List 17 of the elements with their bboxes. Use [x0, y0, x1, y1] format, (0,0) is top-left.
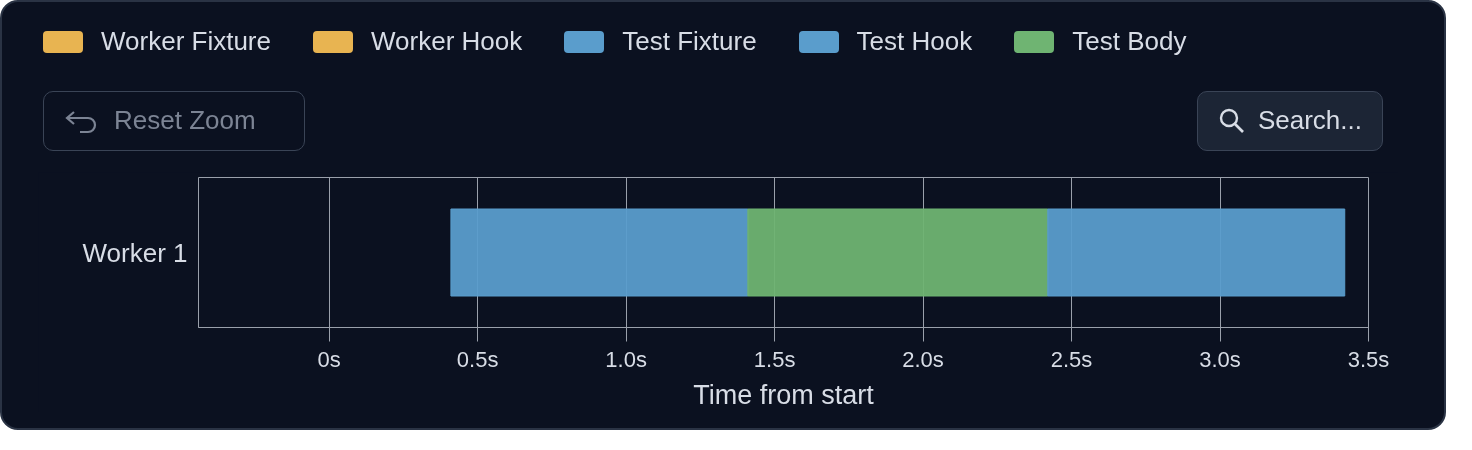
legend-label: Test Fixture: [622, 25, 757, 58]
x-tick-label: 0s: [317, 346, 341, 372]
x-tick-label: 1.0s: [605, 346, 647, 372]
x-tick-label: 1.5s: [753, 346, 796, 372]
legend-label: Test Body: [1072, 25, 1187, 58]
x-tick-label: 3.0s: [1199, 346, 1241, 372]
x-tick-label: 2.0s: [902, 346, 944, 372]
legend-label: Test Hook: [856, 25, 973, 58]
x-tick-label: 0.5s: [456, 346, 499, 372]
x-tick-label: 2.5s: [1050, 346, 1093, 372]
text: Reset Zoom: [43, 91, 305, 151]
x-tick-label: 3.5s: [1347, 346, 1390, 372]
x-axis-title: Time from start: [693, 379, 875, 410]
y-tick-label: Worker 1: [82, 237, 188, 268]
legend-label: Worker Hook: [371, 25, 523, 58]
legend-label: Worker Fixture: [101, 25, 271, 58]
text: Search...: [1196, 91, 1383, 151]
